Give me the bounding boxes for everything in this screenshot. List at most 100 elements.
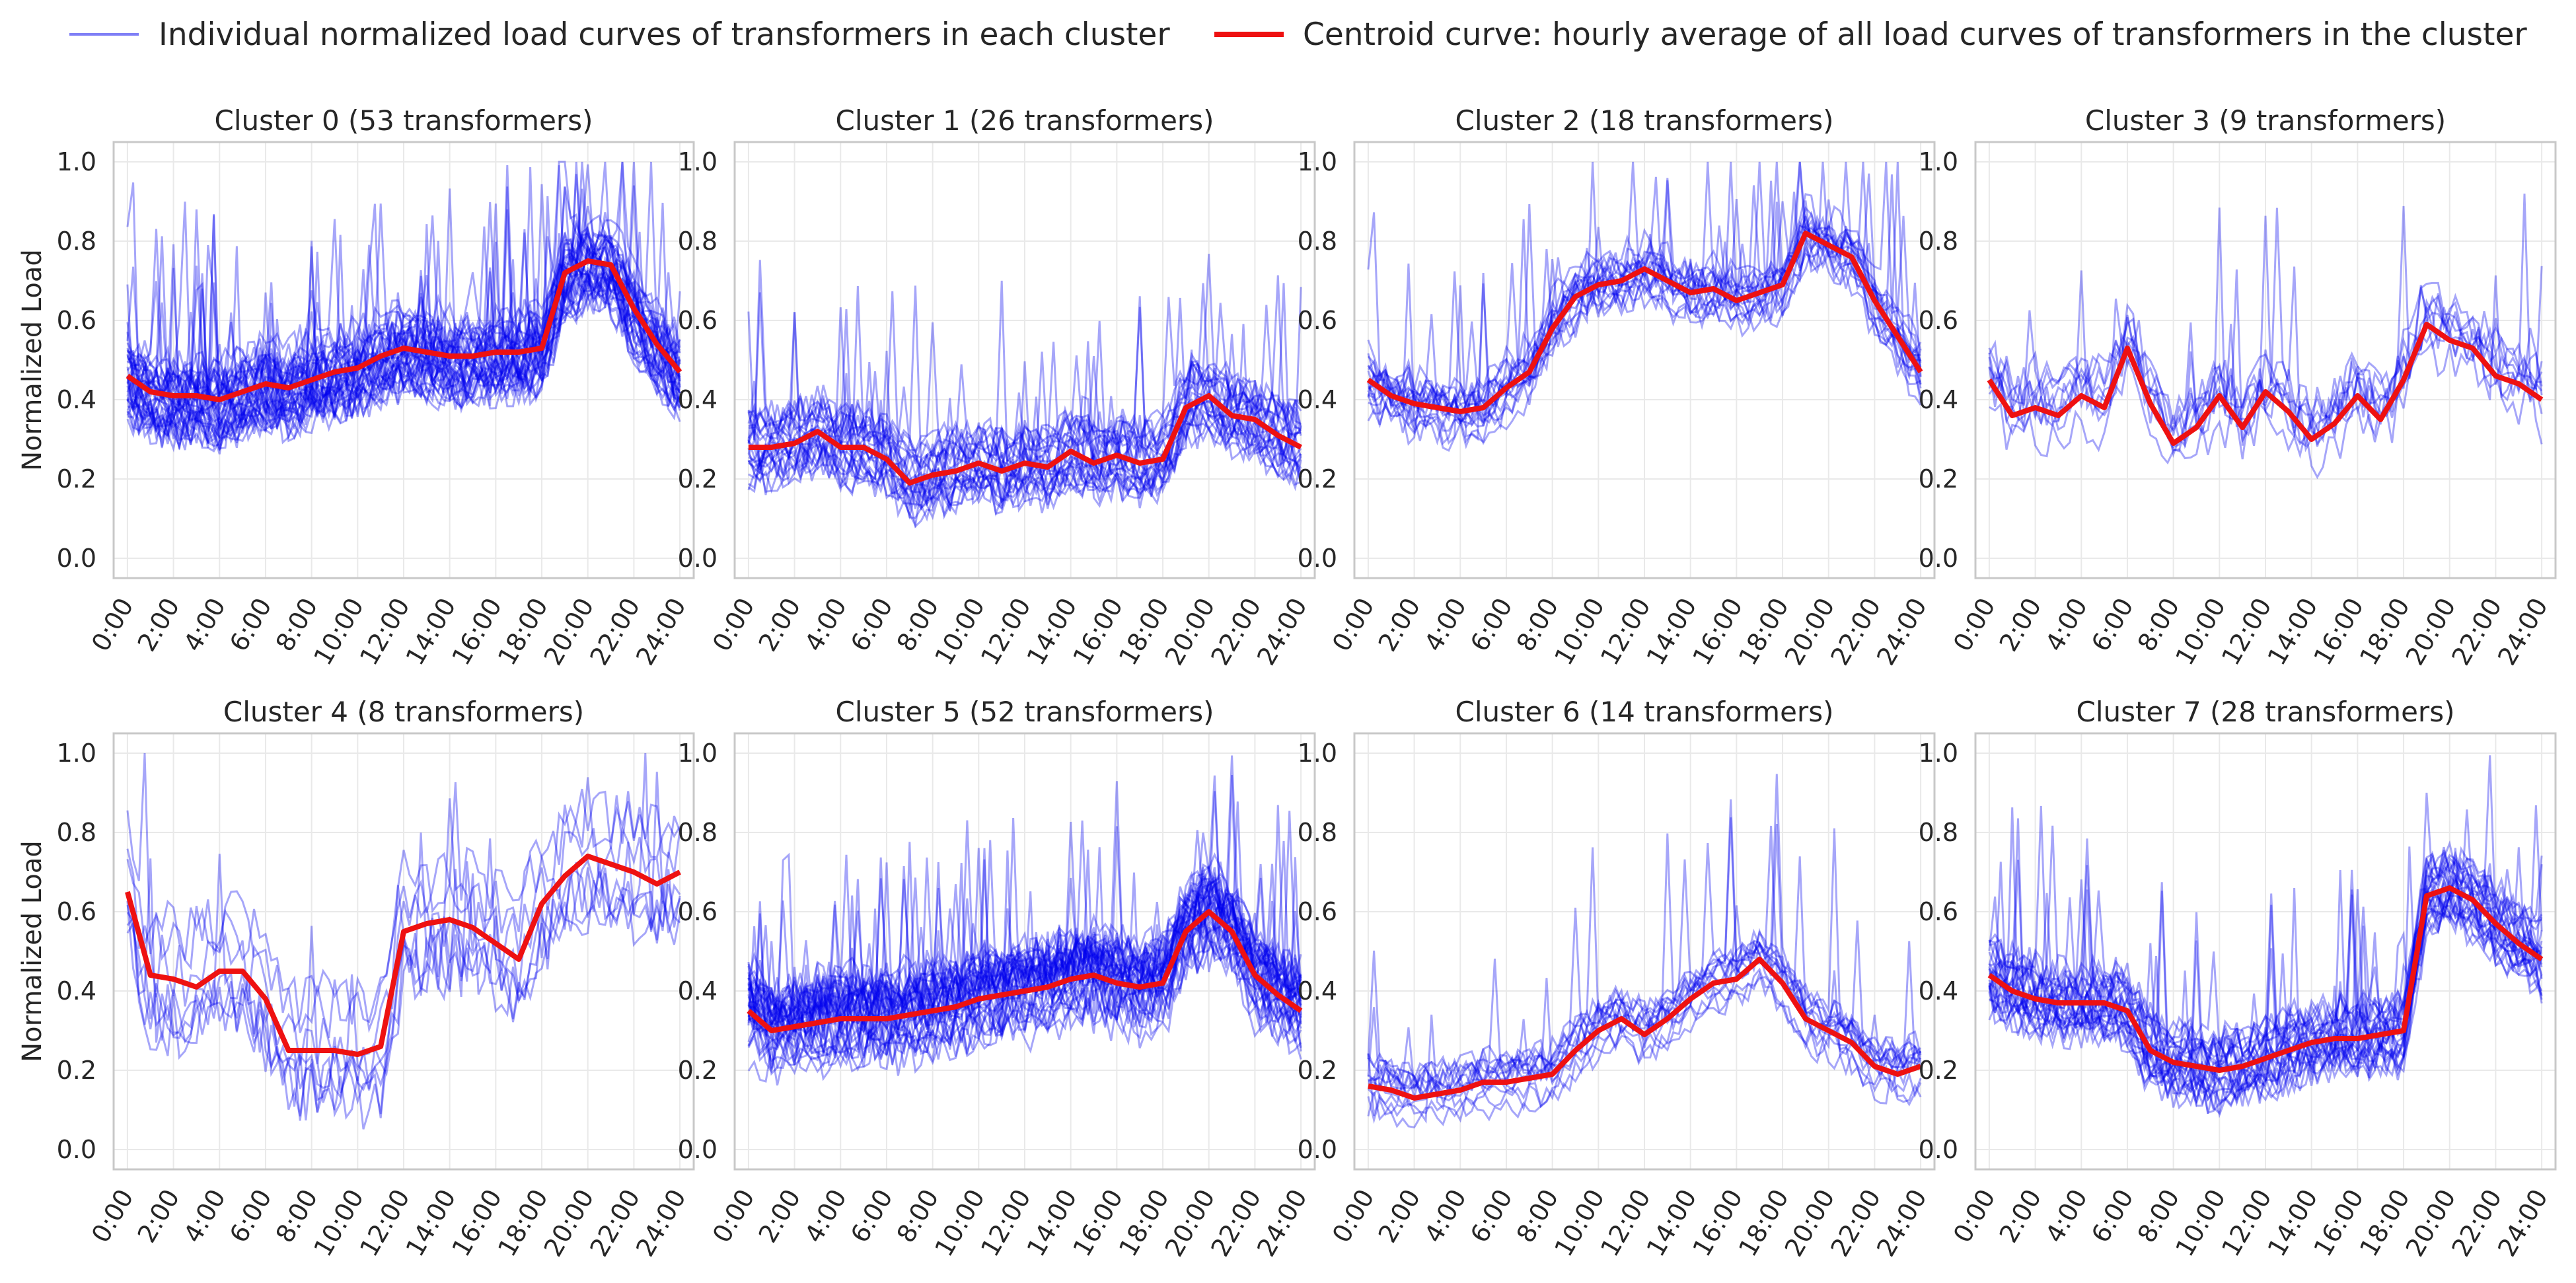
centroid-curve — [1987, 885, 2544, 1073]
x-tick-label: 2:00 — [132, 593, 186, 657]
individual-curve — [126, 798, 681, 1074]
individual-curve — [747, 260, 1302, 468]
individual-curve — [1367, 976, 1922, 1129]
y-tick-label: 0.0 — [57, 544, 96, 573]
panel-frame — [1353, 141, 1936, 579]
individual-curve — [1367, 199, 1922, 418]
x-tick-label: 0:00 — [86, 1185, 139, 1248]
x-tick-label: 6:00 — [1465, 593, 1518, 657]
y-tick-label: 0.6 — [1298, 306, 1337, 335]
individual-curve — [747, 397, 1302, 502]
individual-curve — [126, 226, 681, 398]
cluster-panel-3: Cluster 3 (9 transformers) 0.0 0.2 0.4 0.6 0.… — [1919, 104, 2557, 670]
individual-curve — [747, 865, 1302, 1032]
panel-title: Cluster 6 (14 transformers) — [1455, 696, 1834, 728]
x-tick-label: 6:00 — [2086, 1185, 2139, 1248]
y-tick-label: 0.0 — [1919, 1135, 1958, 1164]
x-tick-label: 0:00 — [1327, 593, 1380, 657]
y-tick-label: 0.6 — [678, 306, 718, 335]
individual-curve — [1988, 311, 2543, 448]
individual-curve — [126, 268, 681, 441]
individual-curve — [748, 350, 1302, 522]
x-tick-label: 4:00 — [2040, 593, 2093, 657]
cluster-panel-6: Cluster 6 (14 transformers) 0.0 0.2 0.4 0.6 0… — [1298, 696, 1936, 1261]
y-tick-label: 0.6 — [57, 306, 96, 335]
y-tick-label: 0.2 — [57, 464, 96, 494]
x-tick-label: 6:00 — [1465, 1185, 1518, 1248]
individual-curve — [747, 371, 1302, 476]
cluster-panel-4: Cluster 4 (8 transformers) 0.0 0.2 0.4 0.6 0.… — [17, 696, 695, 1261]
individual-curve — [1988, 825, 2542, 1054]
panel-grid: Cluster 0 (53 transformers) 0.0 0.2 0.4 0.6 0… — [17, 104, 2557, 1261]
y-tick-label: 1.0 — [1298, 739, 1337, 768]
panel-frame — [733, 141, 1316, 579]
y-tick-label: 0.2 — [57, 1056, 96, 1085]
x-tick-label: 2:00 — [1373, 593, 1426, 657]
individual-curve — [1989, 838, 2543, 1065]
individual-curve — [1988, 269, 2543, 449]
y-tick-label: 0.2 — [1298, 1056, 1337, 1085]
panel-frame — [1353, 732, 1936, 1171]
individual-curve — [1367, 774, 1922, 1088]
individual-curve — [747, 821, 1302, 1023]
y-tick-label: 0.4 — [1919, 385, 1958, 414]
y-tick-label: 0.2 — [678, 464, 718, 494]
individual-curve — [747, 892, 1302, 1037]
individual-curve — [126, 243, 681, 443]
centroid-curve — [1368, 957, 1922, 1101]
y-tick-label: 0.4 — [678, 385, 718, 414]
panel-title: Cluster 3 (9 transformers) — [2085, 104, 2446, 137]
y-axis-label: Normalized Load — [17, 840, 48, 1062]
individual-curve — [748, 287, 1302, 511]
individual-curve — [126, 241, 681, 453]
individual-curve — [747, 307, 1302, 494]
individual-curve — [1988, 860, 2543, 1103]
individual-curve — [747, 901, 1302, 1076]
individual-curve — [747, 400, 1302, 529]
x-tick-label: 4:00 — [799, 1185, 852, 1248]
individual-curve — [1988, 850, 2543, 1058]
x-tick-label: 4:00 — [178, 1185, 231, 1248]
panel-frame — [112, 732, 695, 1171]
individual-curve — [126, 233, 681, 455]
legend-centroid-label: Centroid curve: hourly average of all lo… — [1303, 17, 2527, 53]
individual-curve — [1989, 902, 2543, 1115]
individual-curve — [1367, 847, 1921, 1086]
individual-curve — [747, 881, 1302, 1026]
individual-curve — [1988, 194, 2543, 429]
x-tick-label: 0:00 — [1948, 593, 2001, 657]
individual-curve — [747, 867, 1302, 1023]
individual-curve — [1988, 864, 2543, 1111]
y-tick-label: 0.4 — [57, 976, 96, 1006]
individual-curve — [126, 188, 681, 407]
individual-curves — [747, 254, 1302, 529]
individual-curve — [126, 161, 681, 388]
y-tick-label: 0.0 — [1298, 1135, 1337, 1164]
x-tick-label: 4:00 — [2040, 1185, 2093, 1248]
individual-curve — [748, 847, 1302, 1070]
individual-curve — [127, 161, 681, 406]
y-tick-label: 0.8 — [1919, 818, 1958, 847]
x-tick-label: 0:00 — [86, 593, 139, 657]
individual-curve — [126, 235, 681, 450]
x-tick-label: 0:00 — [707, 1185, 760, 1248]
individual-curve — [1367, 967, 1922, 1124]
y-tick-label: 0.8 — [57, 818, 96, 847]
panel-frame — [1974, 141, 2557, 579]
individual-curve — [747, 826, 1302, 1042]
y-tick-label: 1.0 — [1298, 147, 1337, 176]
individual-curve — [748, 320, 1302, 462]
individual-curve — [747, 820, 1302, 1015]
y-tick-label: 0.2 — [1919, 464, 1958, 494]
individual-curve — [747, 775, 1302, 1050]
y-tick-label: 1.0 — [678, 147, 718, 176]
individual-curve — [1988, 846, 2543, 1091]
individual-curve — [747, 852, 1302, 1018]
y-tick-label: 0.0 — [1298, 544, 1337, 573]
x-tick-label: 0:00 — [1948, 1185, 2001, 1248]
individual-curve — [747, 896, 1302, 1043]
individual-curve — [1988, 861, 2543, 1072]
individual-curve — [747, 873, 1302, 1023]
individual-curve — [747, 297, 1302, 464]
individual-curve — [747, 890, 1302, 1086]
